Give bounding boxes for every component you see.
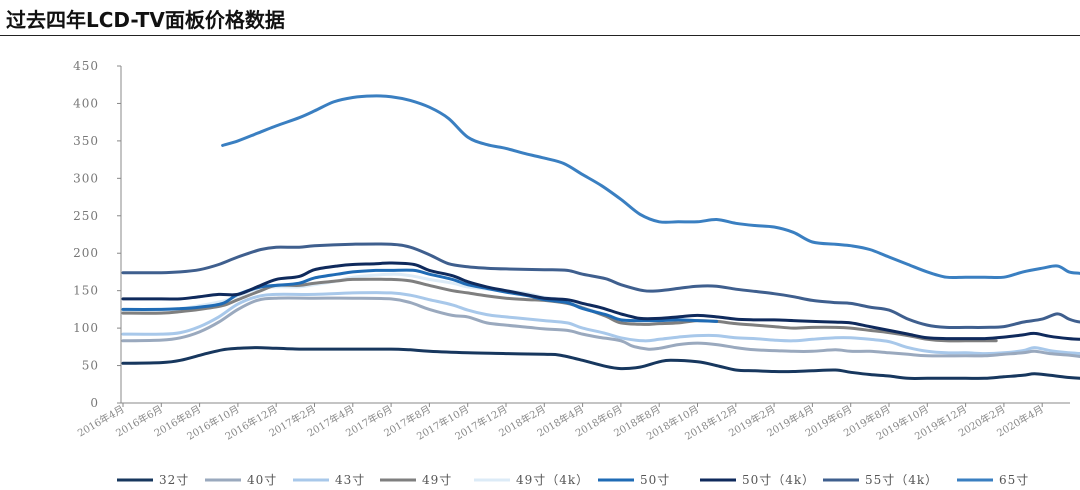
y-tick-label: 350 xyxy=(73,134,99,148)
chart-axes: 0501001502002503003504004502016年4月2016年6… xyxy=(73,59,1070,443)
y-tick-label: 300 xyxy=(73,171,99,185)
y-tick-label: 100 xyxy=(73,321,99,335)
y-tick-label: 50 xyxy=(82,359,99,373)
series-line-2 xyxy=(121,291,1080,356)
title-divider xyxy=(0,35,1080,36)
series-line-1 xyxy=(121,296,1080,359)
series-line-7 xyxy=(121,242,1080,330)
y-tick-label: 250 xyxy=(73,209,99,223)
y-tick-label: 0 xyxy=(90,396,99,410)
y-tick-label: 200 xyxy=(73,246,99,260)
legend-label-8: 65寸 xyxy=(999,473,1029,487)
legend-label-0: 32寸 xyxy=(159,473,189,487)
chart-title: 过去四年LCD-TV面板价格数据 xyxy=(6,8,285,32)
chart-series xyxy=(121,94,1080,380)
legend-label-1: 40寸 xyxy=(247,473,277,487)
legend-label-7: 55寸（4k） xyxy=(865,473,938,487)
legend-label-2: 43寸 xyxy=(335,473,365,487)
series-line-6 xyxy=(121,261,1080,341)
series-line-8 xyxy=(221,94,1080,280)
y-tick-label: 400 xyxy=(73,96,99,110)
y-tick-label: 450 xyxy=(73,59,99,73)
legend-label-4: 49寸（4k） xyxy=(516,473,589,487)
chart-legend: 32寸 40寸 43寸 49寸 49寸（4k） 50寸 50寸（4k） 55寸（4k） 65寸 xyxy=(117,473,1029,487)
legend-label-5: 50寸 xyxy=(640,473,670,487)
y-tick-label: 150 xyxy=(73,284,99,298)
legend-label-6: 50寸（4k） xyxy=(742,473,815,487)
legend-label-3: 49寸 xyxy=(422,473,452,487)
series-line-0 xyxy=(121,346,1080,380)
